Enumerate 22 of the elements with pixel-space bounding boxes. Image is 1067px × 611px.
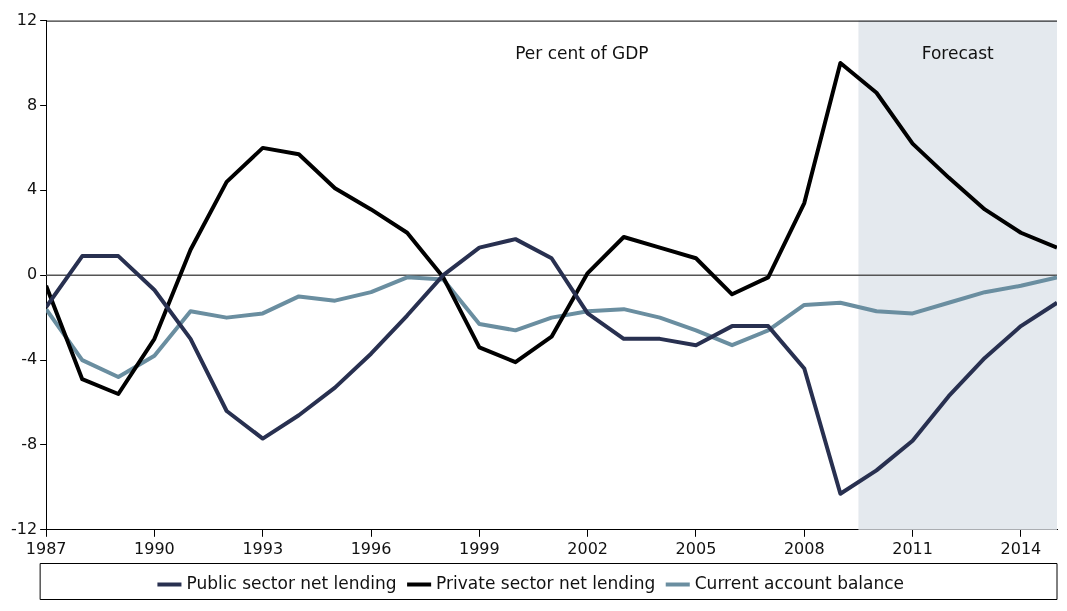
band-label: Forecast: [921, 43, 995, 64]
x-tick-label: 2008: [783, 538, 825, 558]
y-tick-label: 4: [26, 179, 38, 199]
x-tick-label: 2014: [1000, 538, 1042, 558]
x-tick-label: 1990: [134, 538, 175, 558]
x-tick-label: 1999: [459, 538, 500, 558]
x-tick-label: 2011: [892, 538, 933, 558]
y-tick-label: -8: [21, 434, 38, 454]
x-tick-label: 2002: [567, 538, 609, 558]
annotation: Per cent of GDP: [515, 43, 649, 64]
y-tick-label: -12: [10, 518, 38, 538]
legend-label: Public sector net lending: [186, 572, 397, 593]
y-tick-label: 0: [26, 264, 38, 284]
legend-label: Current account balance: [694, 572, 905, 593]
x-tick-label: 1996: [350, 538, 392, 558]
legend-label: Private sector net lending: [436, 572, 656, 593]
x-tick-label: 2005: [675, 538, 717, 558]
x-tick-label: 1993: [242, 538, 284, 558]
y-tick-label: -4: [21, 349, 38, 369]
y-tick-label: 12: [16, 9, 38, 29]
y-tick-label: 8: [26, 94, 38, 114]
x-tick-label: 1987: [25, 538, 67, 558]
